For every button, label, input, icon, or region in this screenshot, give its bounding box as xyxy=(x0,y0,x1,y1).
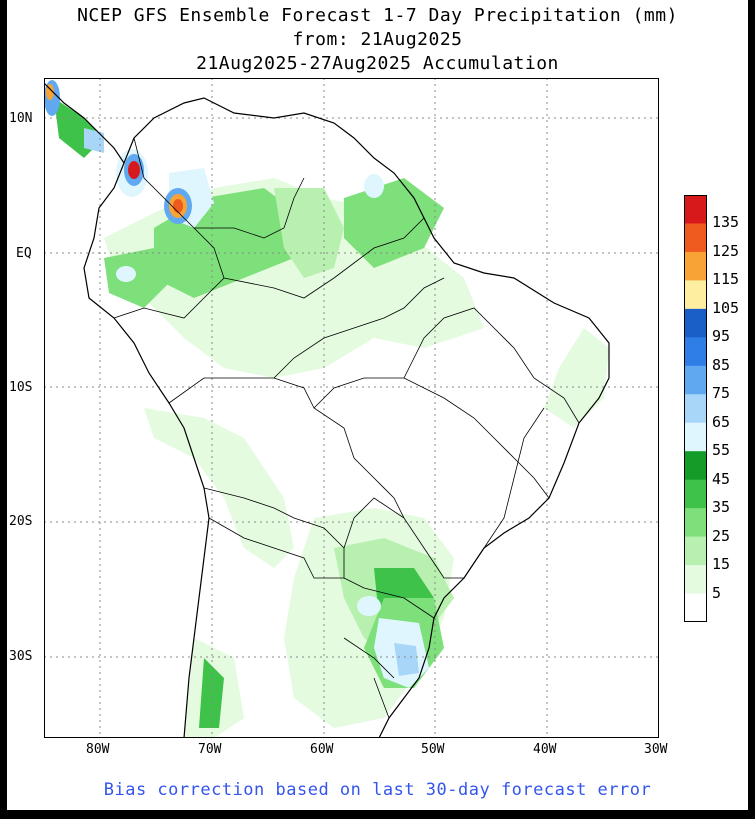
lat-label-20s: 20S xyxy=(9,514,33,529)
legend-swatch xyxy=(684,593,707,622)
lon-label-80w: 80W xyxy=(86,742,110,757)
lon-label-40w: 40W xyxy=(533,742,557,757)
legend-swatch xyxy=(684,337,707,367)
grid-lines xyxy=(44,78,659,738)
legend-label: 85 xyxy=(712,355,731,374)
legend-label: 105 xyxy=(712,298,740,317)
legend-swatch xyxy=(684,365,707,395)
legend-label: 55 xyxy=(712,441,731,460)
legend-label: 65 xyxy=(712,412,731,431)
lon-label-70w: 70W xyxy=(198,742,222,757)
legend-swatch xyxy=(684,394,707,424)
legend-colorbar xyxy=(684,195,707,622)
footer-note: Bias correction based on last 30-day for… xyxy=(103,780,652,800)
legend-swatch xyxy=(684,223,707,253)
precipitation-map xyxy=(44,78,659,738)
legend-label: 95 xyxy=(712,327,731,346)
legend-swatch xyxy=(684,479,707,509)
precip-shading xyxy=(44,80,609,738)
title-line-2: from: 21Aug2025 xyxy=(292,29,463,50)
lat-label-10n: 10N xyxy=(9,111,33,126)
legend-label: 25 xyxy=(712,526,731,545)
legend-swatch xyxy=(684,536,707,566)
legend-label: 15 xyxy=(712,555,731,574)
legend-label: 5 xyxy=(712,583,722,602)
legend-swatch xyxy=(684,508,707,538)
legend-label: 135 xyxy=(712,213,740,232)
legend-swatch xyxy=(684,422,707,452)
legend-swatch xyxy=(684,280,707,310)
legend-label: 75 xyxy=(712,384,731,403)
legend-label: 125 xyxy=(712,241,740,260)
country-borders xyxy=(113,137,580,719)
map-border xyxy=(44,78,659,738)
lon-label-60w: 60W xyxy=(310,742,334,757)
legend-label: 45 xyxy=(712,469,731,488)
lat-label-30s: 30S xyxy=(9,649,33,664)
legend-swatch xyxy=(684,308,707,338)
lat-label-10s: 10S xyxy=(9,380,33,395)
legend-swatch xyxy=(684,195,707,224)
legend-swatch xyxy=(684,451,707,481)
lat-label-eq: EQ xyxy=(16,246,32,261)
legend-swatch xyxy=(684,565,707,595)
legend-swatch xyxy=(684,251,707,281)
title-line-1: NCEP GFS Ensemble Forecast 1-7 Day Preci… xyxy=(77,5,678,26)
legend-label: 115 xyxy=(712,270,740,289)
lon-label-30w: 30W xyxy=(644,742,668,757)
legend-label: 35 xyxy=(712,498,731,517)
lon-label-50w: 50W xyxy=(421,742,445,757)
title-line-3: 21Aug2025-27Aug2025 Accumulation xyxy=(196,53,559,74)
